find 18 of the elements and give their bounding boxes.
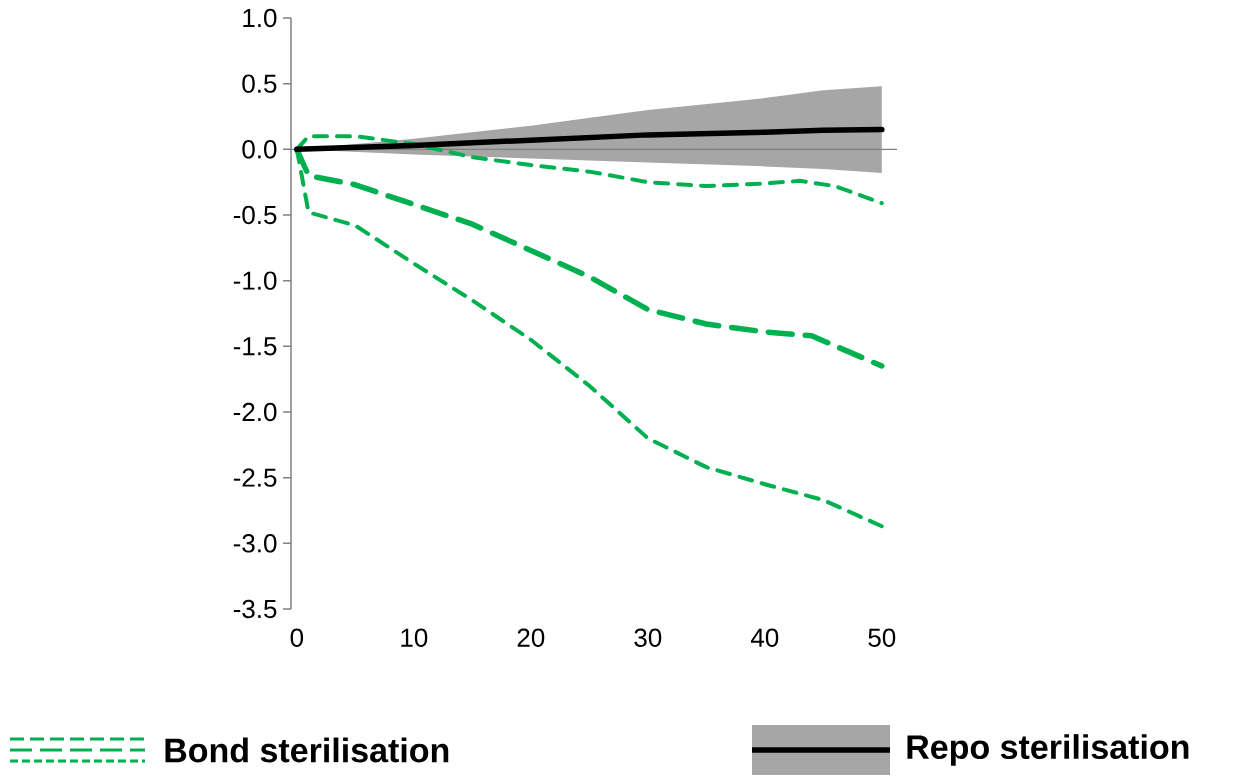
- legend-label: Repo sterilisation: [907, 734, 1189, 766]
- y-tick-label: 1.0: [243, 8, 277, 28]
- y-tick-label: -0.5: [233, 205, 277, 225]
- y-tick-label: 0.0: [242, 140, 277, 159]
- y-tick-label: -2.5: [233, 468, 277, 487]
- x-tick-label: 0: [290, 628, 304, 647]
- y-tick-label: -3.0: [233, 534, 277, 553]
- y-tick-label: -2.0: [233, 402, 277, 422]
- x-tick-label: 50: [868, 628, 896, 647]
- x-tick-label: 10: [401, 628, 428, 647]
- x-tick-label: 40: [750, 628, 779, 647]
- y-tick-label: -3.5: [233, 599, 277, 619]
- x-tick-label: 30: [634, 628, 662, 647]
- y-tick-label: -1.5: [233, 337, 277, 356]
- y-tick-label: -1.0: [233, 271, 277, 290]
- y-tick-label: 0.5: [242, 74, 277, 93]
- legend-label: Bond sterilisation: [165, 737, 449, 763]
- x-tick-label: 20: [517, 628, 545, 647]
